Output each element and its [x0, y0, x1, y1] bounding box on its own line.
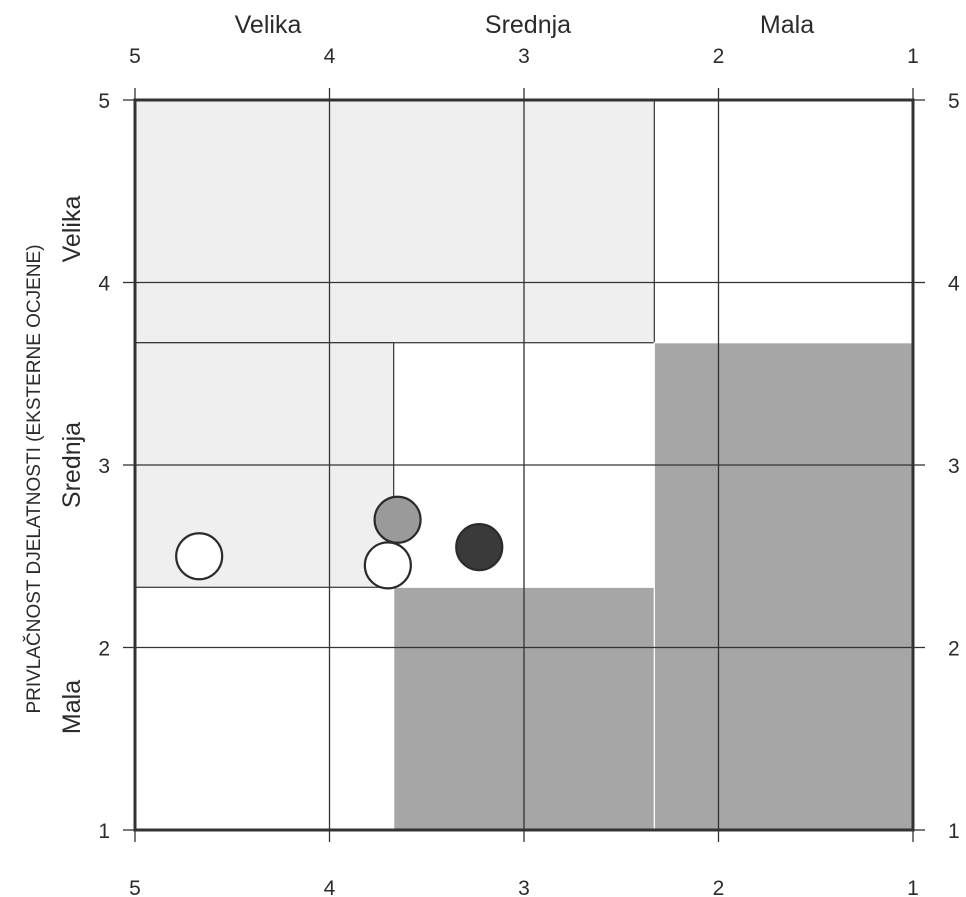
- data-point: [363, 541, 412, 590]
- y-tick-label-left: 3: [98, 455, 110, 478]
- x-tick-label-bottom: 5: [129, 877, 141, 897]
- top-band-label: Srednja: [485, 11, 571, 39]
- data-point: [175, 532, 224, 581]
- x-tick-label-bottom: 2: [713, 877, 725, 897]
- y-tick-label-right: 5: [948, 90, 960, 113]
- y-tick-label-right: 2: [948, 638, 960, 661]
- dark-zone: [653, 342, 914, 831]
- x-tick-label-top: 5: [129, 45, 141, 68]
- y-tick-label-right: 4: [948, 273, 960, 296]
- x-tick-label-top: 2: [713, 45, 725, 68]
- y-axis-label: PRIVLAČNOST DJELATNOSTI (EKSTERNE OCJENE…: [23, 244, 45, 713]
- y-tick-label-left: 5: [98, 90, 110, 113]
- x-tick-label-bottom: 4: [324, 877, 336, 897]
- data-point: [455, 523, 504, 572]
- left-band-label: Srednja: [58, 422, 86, 508]
- x-tick-label-top: 3: [518, 45, 530, 68]
- top-band-label: Velika: [235, 11, 302, 39]
- x-tick-label-top: 1: [907, 45, 919, 68]
- y-tick-label-left: 2: [98, 638, 110, 661]
- y-tick-label-right: 1: [948, 820, 960, 843]
- y-tick-label-right: 3: [948, 455, 960, 478]
- grid-layer: [135, 100, 913, 830]
- x-tick-label-bottom: 1: [907, 877, 919, 897]
- left-band-label: Velika: [58, 196, 86, 263]
- y-tick-label-left: 1: [98, 820, 110, 843]
- x-tick-label-top: 4: [324, 45, 336, 68]
- data-point: [373, 495, 422, 544]
- left-band-label: Mala: [58, 680, 86, 734]
- y-tick-label-left: 4: [98, 273, 110, 296]
- top-band-label: Mala: [760, 11, 814, 39]
- points-layer: [175, 495, 504, 590]
- light-zone: [134, 99, 655, 344]
- x-tick-label-bottom: 3: [518, 877, 530, 897]
